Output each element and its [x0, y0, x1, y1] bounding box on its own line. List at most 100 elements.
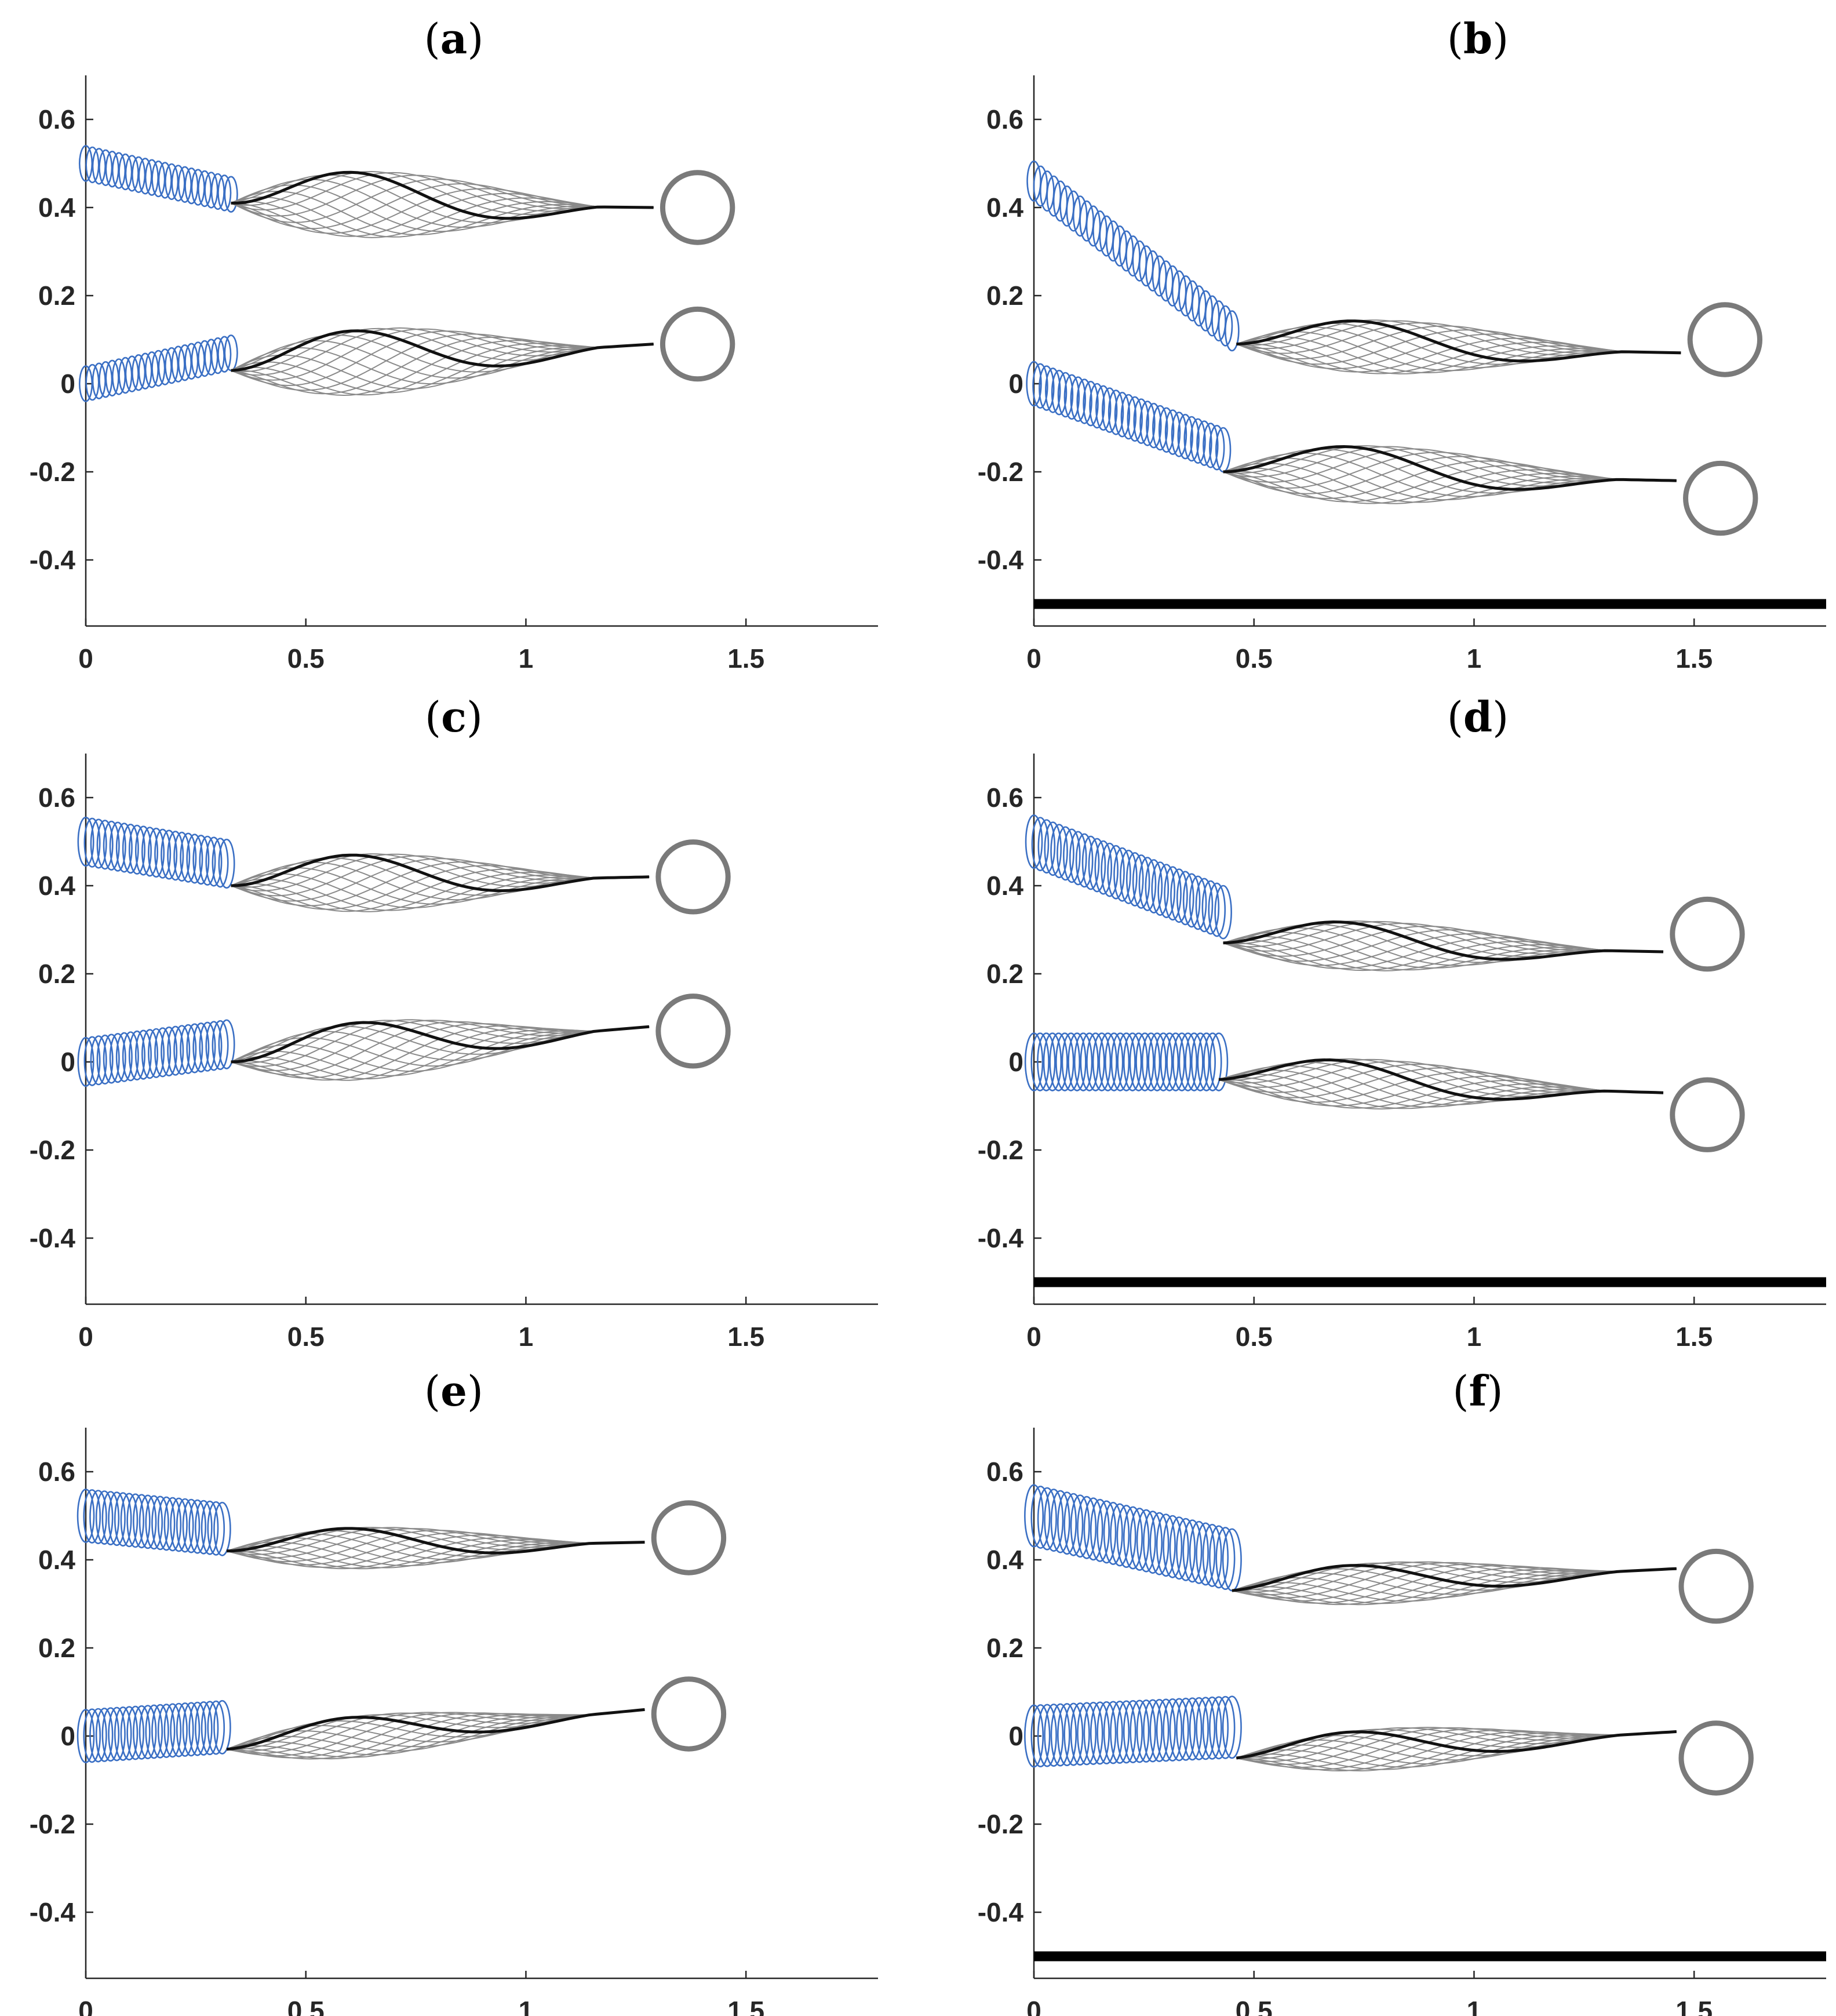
- filament-snapshot: [231, 184, 654, 232]
- x-tick-label: 1.5: [727, 643, 764, 674]
- panel-label: (e): [424, 1366, 483, 1415]
- spring-coil: [76, 1700, 231, 1763]
- panel-label: (c): [425, 692, 483, 741]
- filament-snapshot: [231, 340, 654, 379]
- y-tick-label: -0.2: [978, 1135, 1023, 1165]
- y-tick-label: 0.6: [986, 1457, 1023, 1487]
- panel-label-letter: a: [440, 14, 468, 63]
- cargo-circle: [660, 306, 735, 382]
- x-tick-label: 1.5: [1675, 643, 1713, 674]
- filament-current: [226, 1527, 645, 1555]
- x-tick-label: 1.5: [1675, 1322, 1713, 1352]
- x-tick-label: 0: [78, 1322, 93, 1352]
- filament-current: [1223, 920, 1664, 961]
- x-tick-label: 1: [519, 643, 534, 674]
- spring-coil: [1026, 160, 1240, 352]
- x-tick-label: 1: [519, 1322, 534, 1352]
- y-tick-label: 0.2: [986, 959, 1023, 989]
- x-tick-label: 1: [1467, 1322, 1482, 1352]
- panel-e: (e) 0 0.5 1 1.5 0.6 0.4 0.2 0 -0.2 -0.4: [30, 1366, 878, 2016]
- y-tick-label: 0: [1008, 369, 1023, 399]
- panel-f: (f) 0 0.5 1 1.5 0.6 0.4 0.2 0 -0.2 -0.4: [978, 1366, 1826, 2016]
- y-tick-label: -0.2: [978, 457, 1023, 487]
- y-tick-label: 0: [60, 1721, 75, 1751]
- swimmer-1: [79, 145, 735, 245]
- panel-label-close: ): [467, 1367, 483, 1415]
- swimmer-1: [76, 1489, 727, 1575]
- swimmer-2: [1026, 361, 1758, 536]
- filament-snapshot: [231, 343, 654, 385]
- filament-snapshot: [231, 188, 654, 234]
- y-tick-label: -0.2: [30, 457, 75, 487]
- filament-snapshot: [1223, 457, 1677, 501]
- y-tick-label: 0.4: [38, 192, 75, 223]
- spring-coil: [1025, 814, 1232, 940]
- y-tick-label: -0.2: [30, 1135, 75, 1165]
- filament-snapshot: [231, 333, 654, 391]
- filament-snapshot: [231, 179, 654, 228]
- spring-coil: [1024, 1695, 1242, 1768]
- filament-snapshot: [231, 865, 650, 910]
- swimmer-1: [1025, 814, 1745, 972]
- panel-label-close: ): [1492, 693, 1509, 741]
- cargo-circle: [1678, 1720, 1754, 1796]
- filament-current: [1236, 319, 1681, 363]
- y-tick-label: 0: [1008, 1721, 1023, 1751]
- filament-current: [1218, 1058, 1664, 1101]
- spring-coil: [79, 145, 238, 213]
- x-tick-label: 0: [1026, 1996, 1041, 2016]
- cargo-circle: [660, 170, 735, 245]
- cargo-circle: [655, 994, 731, 1069]
- filament-snapshot: [231, 343, 654, 390]
- cargo-circle: [1683, 460, 1758, 536]
- filament-snapshot: [226, 1541, 645, 1567]
- panel-label-close: ): [1487, 1367, 1503, 1415]
- swimmer-1: [77, 816, 731, 915]
- y-tick-label: 0: [1008, 1047, 1023, 1077]
- cargo-circle: [1670, 896, 1745, 972]
- swimmer-2: [1024, 1695, 1754, 1796]
- filament-current: [231, 1021, 650, 1064]
- spring-coil: [79, 334, 238, 402]
- filament-current: [226, 1708, 645, 1751]
- filament-snapshot: [1236, 325, 1681, 359]
- y-tick-label: 0.2: [38, 1633, 75, 1663]
- filament-snapshot: [1236, 1731, 1677, 1765]
- y-tick-label: -0.4: [30, 545, 76, 575]
- filament-snapshot: [231, 174, 654, 224]
- filament-snapshot: [1223, 463, 1677, 503]
- filament-snapshot: [231, 873, 650, 909]
- y-tick-label: 0.6: [38, 1457, 75, 1487]
- filament-snapshot: [231, 1026, 650, 1067]
- panel-label-letter: d: [1463, 692, 1492, 741]
- panel-label-open: (: [424, 14, 440, 63]
- y-tick-label: 0.4: [986, 192, 1023, 223]
- cargo-circle: [655, 839, 731, 915]
- x-tick-label: 1.5: [1675, 1996, 1713, 2016]
- x-tick-label: 1.5: [727, 1996, 764, 2016]
- x-tick-label: 0: [1026, 1322, 1041, 1352]
- filament-snapshot: [1223, 931, 1664, 969]
- x-tick-label: 0.5: [287, 1996, 325, 2016]
- panel-label-open: (: [424, 1367, 440, 1415]
- x-tick-label: 0.5: [287, 1322, 325, 1352]
- filament-snapshot: [1223, 937, 1664, 970]
- filament-snapshot: [1232, 1568, 1677, 1599]
- x-tick-label: 0.5: [1236, 643, 1273, 674]
- cargo-circle: [1687, 302, 1763, 377]
- filament-snapshot: [231, 1026, 650, 1072]
- panel-label: (d): [1447, 692, 1509, 741]
- filament-snapshot: [231, 343, 654, 396]
- y-tick-label: 0: [60, 1047, 75, 1077]
- panel-label: (a): [424, 14, 484, 63]
- cargo-circle: [651, 1676, 727, 1752]
- filament-current: [1236, 1730, 1677, 1760]
- panel-label: (f): [1452, 1366, 1503, 1415]
- filament-snapshot: [231, 191, 654, 235]
- y-tick-label: 0.6: [38, 783, 75, 813]
- swimmer-2: [1024, 1032, 1745, 1152]
- swimmer-1: [1026, 160, 1763, 377]
- panel-label-open: (: [1452, 1367, 1469, 1415]
- swimmer-1: [1024, 1484, 1754, 1624]
